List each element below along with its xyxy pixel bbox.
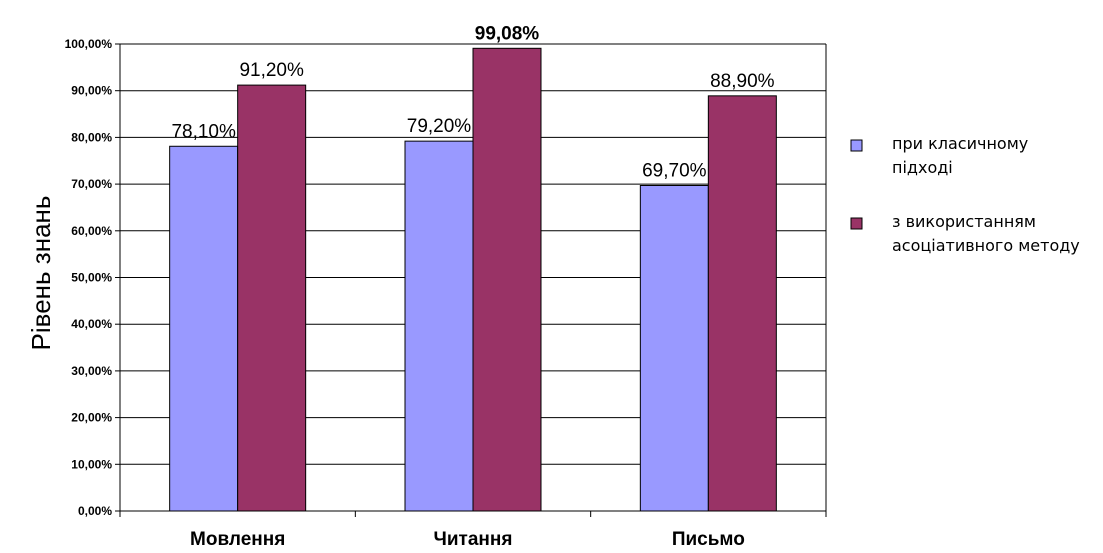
- y-tick-label: 90,00%: [71, 84, 112, 98]
- data-label: 88,90%: [710, 71, 775, 92]
- y-tick-label: 20,00%: [71, 411, 112, 425]
- bar-series1: [169, 145, 239, 512]
- y-tick-label: 50,00%: [71, 271, 112, 285]
- data-label: 78,10%: [171, 121, 236, 142]
- y-tick-label: 30,00%: [71, 364, 112, 378]
- axes: 0,00% 10,00% 20,00% 30,00% 40,00% 50,00% 60,00…: [65, 37, 827, 550]
- x-category-label: Письмо: [672, 529, 745, 550]
- legend: при класичному підході з використанням асоц…: [850, 134, 1080, 255]
- y-tick-label: 80,00%: [71, 130, 112, 144]
- y-tick-label: 100,00%: [65, 37, 113, 51]
- bar-series1: [639, 185, 709, 512]
- legend-label: з використанням: [892, 212, 1036, 231]
- y-axis-title: Рівень знань: [26, 196, 56, 351]
- bar-series2: [472, 47, 542, 512]
- y-tick-label: 70,00%: [71, 177, 112, 191]
- data-label: 69,70%: [642, 161, 707, 182]
- legend-swatch: [850, 217, 863, 230]
- data-label: 79,20%: [407, 116, 472, 137]
- y-tick-label: 0,00%: [78, 504, 112, 518]
- data-label: 91,20%: [239, 60, 304, 81]
- bar-series1: [404, 140, 474, 512]
- bar-series2: [237, 84, 307, 512]
- data-label: 99,08%: [475, 23, 540, 44]
- y-tick-label: 10,00%: [71, 457, 112, 471]
- legend-label: асоціативного методу: [892, 236, 1080, 255]
- legend-label: підході: [892, 158, 953, 177]
- y-tick-label: 40,00%: [71, 317, 112, 331]
- y-tick-label: 60,00%: [71, 224, 112, 238]
- bars: [169, 47, 777, 512]
- x-category-label: Мовлення: [190, 529, 285, 550]
- x-category-label: Читання: [434, 529, 513, 550]
- data-labels: 78,10% 91,20% 79,20% 99,08% 69,70% 88,90%: [171, 23, 774, 181]
- legend-label: при класичному: [892, 134, 1028, 153]
- legend-swatch: [850, 139, 863, 152]
- bar-series2: [707, 95, 777, 512]
